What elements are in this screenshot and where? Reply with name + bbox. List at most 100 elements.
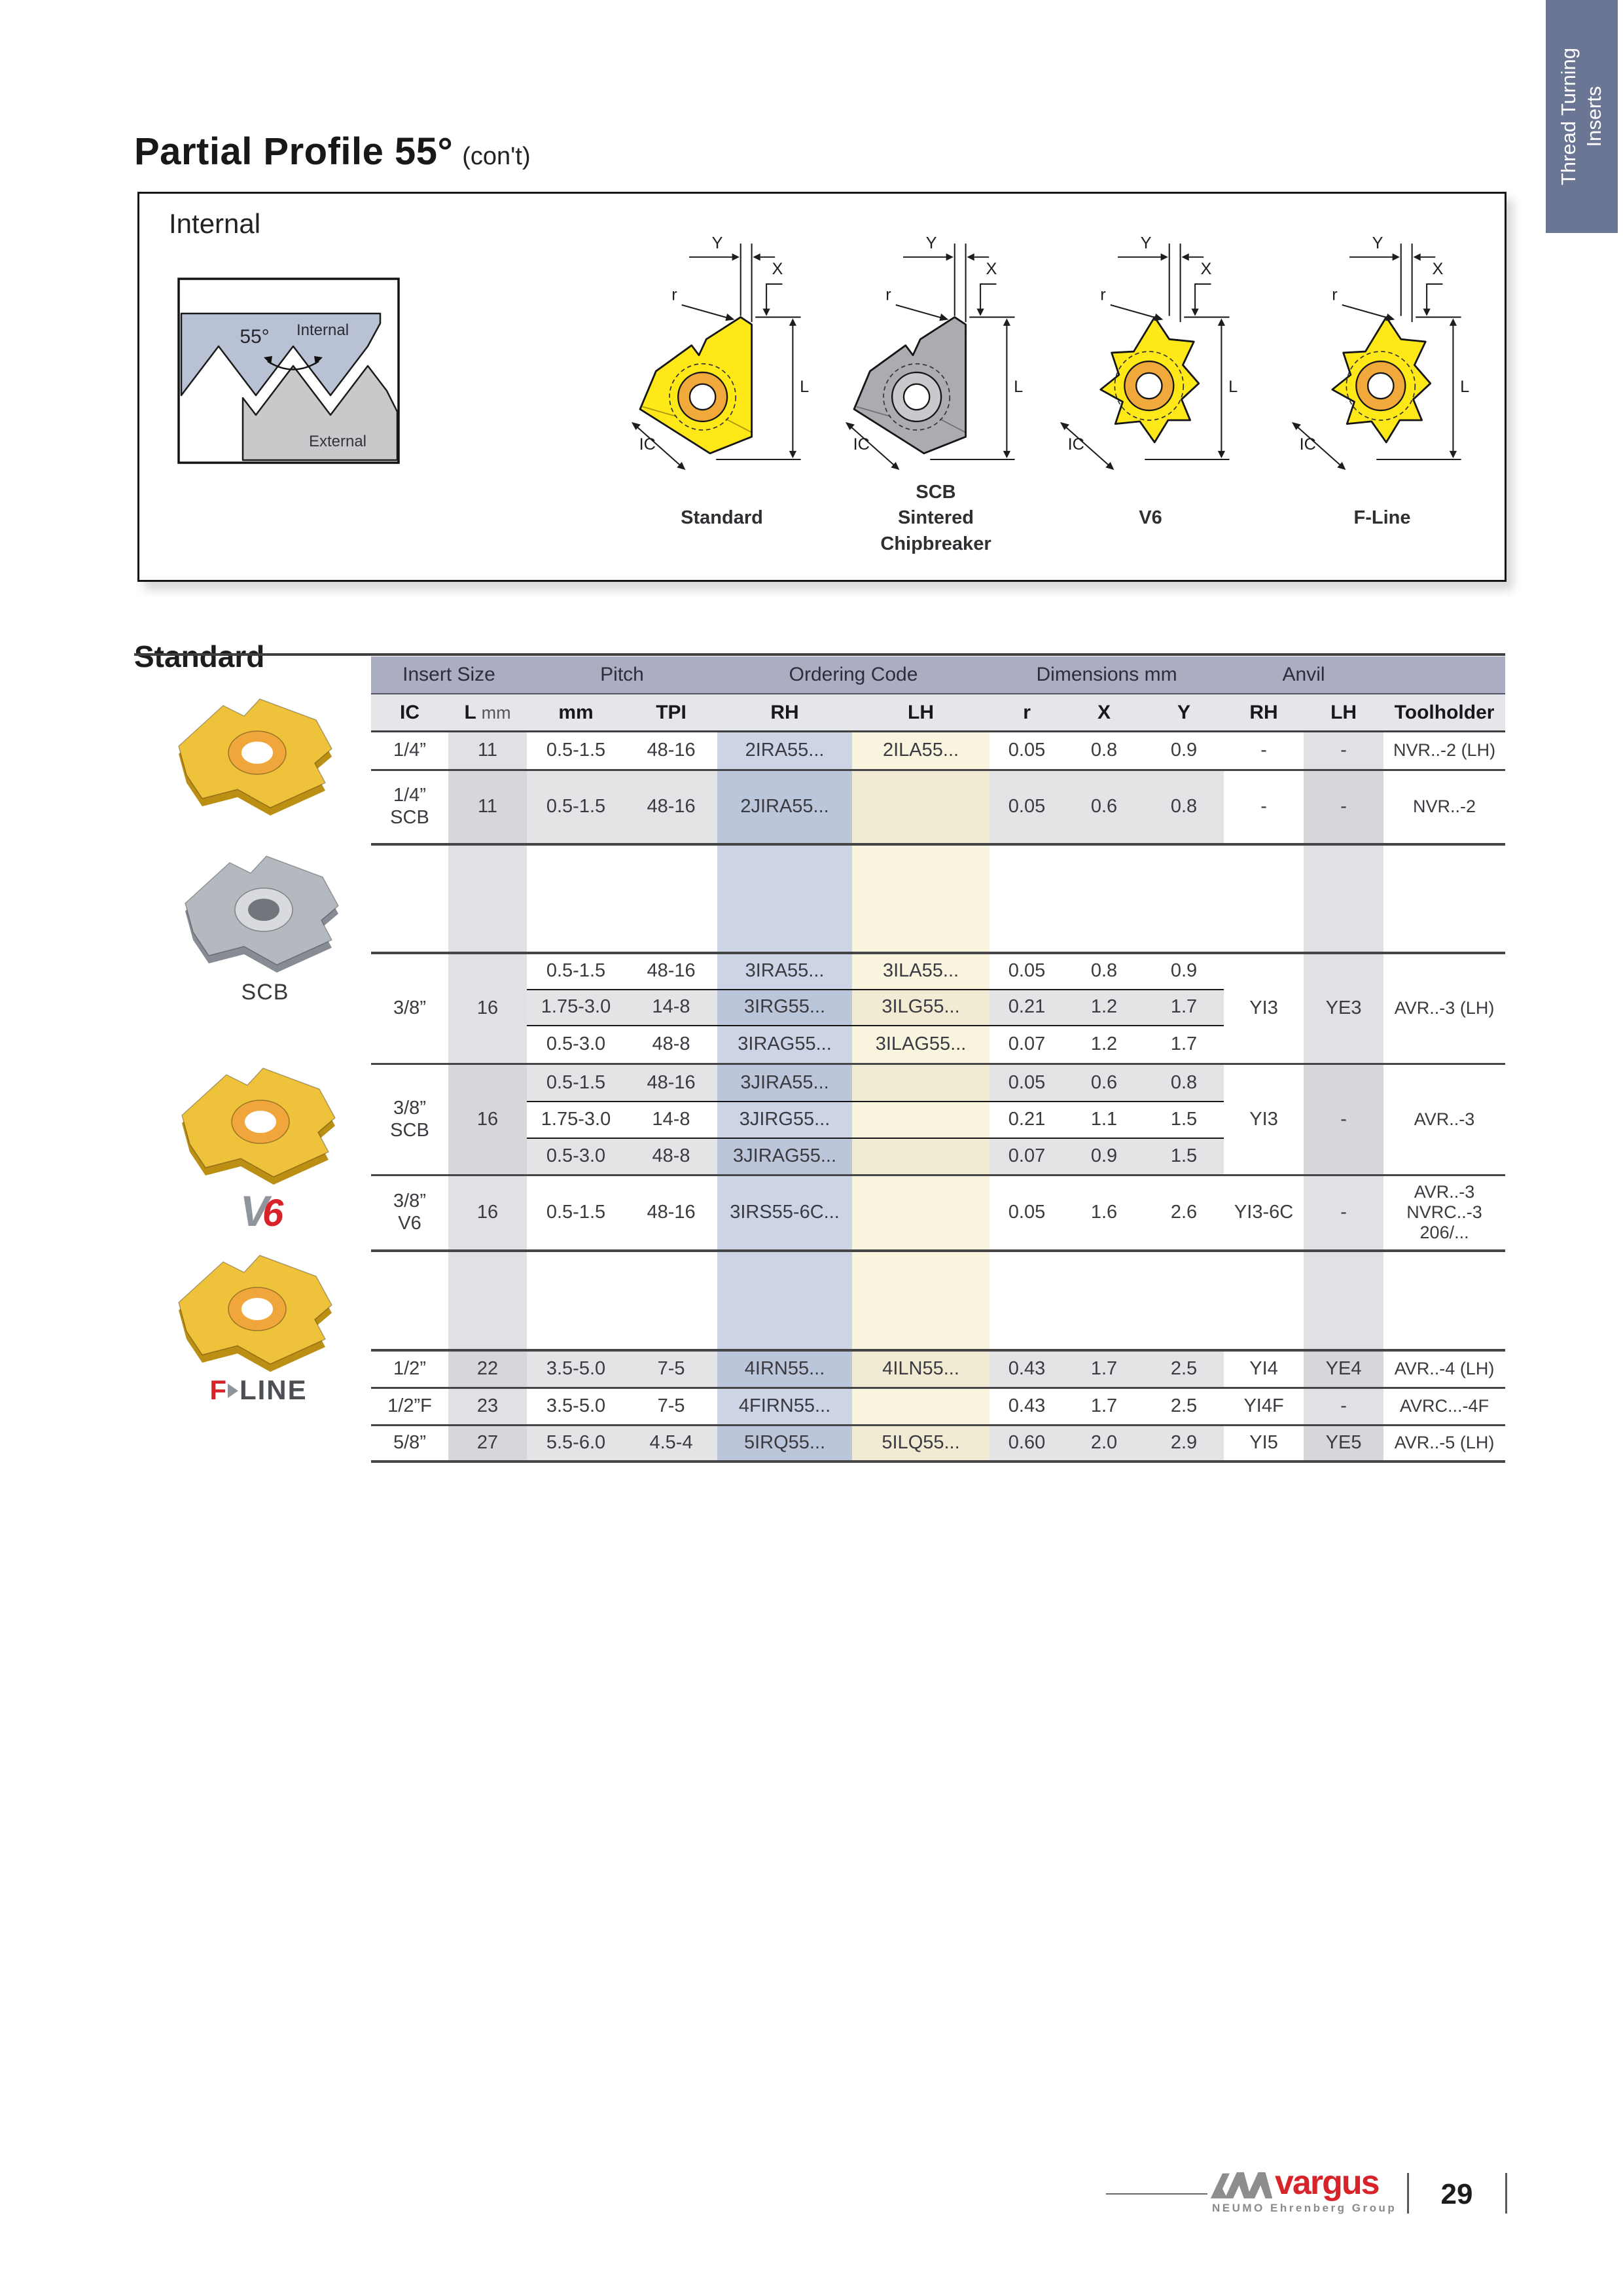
- cell-r: 0.60: [990, 1424, 1065, 1462]
- dim-label-r: r: [1100, 285, 1105, 304]
- dim-label-l: L: [1014, 378, 1023, 396]
- cell-rh: 3IRS55-6C...: [717, 1174, 853, 1251]
- cell-anvil-rh: YI3: [1224, 951, 1304, 1064]
- cell-lh: 5ILQ55...: [852, 1424, 990, 1462]
- column-header: RH: [1224, 694, 1304, 732]
- table-row: 1/2”F 23 3.5-5.0 7-5 4FIRN55... 0.43 1.7 2.5 YI4…: [371, 1387, 1506, 1426]
- column-header: r: [990, 694, 1065, 732]
- dim-label-y: Y: [926, 234, 937, 253]
- cell-tpi: 48-8: [625, 1137, 718, 1175]
- vargus-wordmark: vargus: [1275, 2164, 1380, 2202]
- cell-length: 11: [448, 769, 527, 844]
- cell-r: 0.05: [1008, 740, 1046, 761]
- cell-r: 0.07: [990, 1024, 1065, 1064]
- cell-insert-size: 3/8” V6: [371, 1174, 448, 1251]
- vargus-logo-icon: [1210, 2172, 1273, 2198]
- column-header: Y: [1144, 694, 1224, 732]
- table-gap-row: [371, 842, 1506, 953]
- variant-scb: Y X r L IC SCB Sintered Chipbreaker: [834, 225, 1037, 554]
- footer-divider-left: [1407, 2173, 1409, 2214]
- cell-anvil-lh: YE4: [1304, 1348, 1384, 1388]
- cell-y: 2.5: [1144, 1348, 1224, 1388]
- cell-rh: 3IRG55...: [717, 988, 853, 1026]
- insert-diagram: Y X r L IC: [1291, 234, 1469, 470]
- table-row: 3/8” SCB 16 0.5-1.5 48-16 3JIRA55... 0.05 0.6 0…: [371, 1063, 1506, 1175]
- table-row: 1/4” SCB 11 0.5-1.5 48-16 2JIRA55... 0.05 0.6 0…: [371, 769, 1506, 844]
- product-figure: [160, 686, 357, 820]
- cell-y: 1.5: [1144, 1137, 1224, 1175]
- cell-mm: 1.75-3.0: [527, 988, 626, 1026]
- cell-y: 1.7: [1144, 988, 1224, 1026]
- dim-label-y: Y: [1372, 234, 1383, 253]
- cell-tpi: 48-16: [625, 1063, 718, 1102]
- fline-logo-f: F: [209, 1374, 226, 1405]
- internal-label: Internal: [296, 321, 349, 339]
- cell-r: 0.05: [990, 1063, 1065, 1102]
- table-row: 1/2” 22 3.5-5.0 7-5 4IRN55... 4ILN55... 0.43 1.…: [371, 1348, 1506, 1388]
- cell-anvil-lh: YE5: [1304, 1424, 1384, 1462]
- cell-anvil-rh: YI4: [1224, 1348, 1304, 1388]
- cell-tpi: 48-8: [625, 1024, 718, 1064]
- insert-photo: [178, 1255, 332, 1372]
- cell-mm: 0.5-1.5: [527, 769, 626, 844]
- cell-y: 0.9: [1144, 951, 1224, 990]
- cell-tpi: 48-16: [625, 1174, 718, 1251]
- cell-toolholder: AVR..-3 NVRC..-3 206/...: [1383, 1174, 1506, 1251]
- insert-photo: [185, 855, 339, 973]
- variant-caption: V6: [1139, 507, 1162, 529]
- dim-label-ic: IC: [1300, 435, 1316, 454]
- cell-insert-size: 5/8”: [371, 1424, 448, 1462]
- cell-lh: 4ILN55...: [852, 1348, 990, 1388]
- v6-logo: V6: [164, 1189, 360, 1232]
- cell-anvil-lh: YE3: [1304, 951, 1384, 1064]
- cell-x: 1.7: [1064, 1387, 1145, 1426]
- cell-rh: 2JIRA55...: [717, 769, 853, 844]
- column-header: L mm: [448, 694, 527, 732]
- dim-label-r: r: [671, 285, 677, 304]
- cell-lh: [852, 1100, 990, 1138]
- cell-toolholder: NVR..-2 (LH): [1393, 740, 1496, 761]
- cell-anvil-lh: -: [1304, 1387, 1384, 1426]
- cell-length: 27: [448, 1424, 527, 1462]
- cell-length: 16: [448, 1174, 527, 1251]
- cell-anvil-lh: -: [1304, 1063, 1384, 1175]
- cell-rh: 5IRQ55...: [717, 1424, 853, 1462]
- cell-insert-size: 1/4” SCB: [371, 769, 448, 844]
- table-group-row: Insert Size Pitch Ordering Code Dimensions …: [371, 656, 1506, 694]
- product-figure: V6: [164, 1055, 360, 1232]
- footer-rule: [1106, 2193, 1207, 2195]
- cell-x: 0.6: [1064, 769, 1145, 844]
- insert-photo: [178, 698, 332, 816]
- cell-lh: 3ILA55...: [852, 951, 990, 990]
- fline-logo: F LINE: [160, 1376, 357, 1404]
- table-row: 0.5-3.0 48-8 3JIRAG55... 0.07 0.9 1.5: [371, 1137, 1505, 1175]
- cell-x: 1.2: [1064, 988, 1145, 1026]
- dim-label-x: X: [986, 260, 997, 278]
- cell-y: 0.8: [1144, 769, 1224, 844]
- cell-rh: 3JIRAG55...: [717, 1137, 853, 1175]
- internal-panel: Internal 55° Internal External: [137, 192, 1507, 582]
- dim-label-y: Y: [1141, 234, 1152, 253]
- product-figure: F LINE: [160, 1242, 357, 1404]
- variant-standard: Y X r L IC Standard: [620, 225, 823, 552]
- cell-rh: 4IRN55...: [717, 1348, 853, 1388]
- cell-insert-size: 1/4”: [393, 740, 426, 761]
- cell-anvil-rh: YI3-6C: [1224, 1174, 1304, 1251]
- fline-logo-line: LINE: [239, 1374, 308, 1405]
- tab-line1: Thread Turning: [1557, 47, 1580, 186]
- cell-mm: 0.5-1.5: [527, 951, 626, 990]
- panel-title: Internal: [169, 208, 261, 239]
- external-label: External: [309, 433, 366, 450]
- cell-anvil-lh: -: [1304, 1174, 1384, 1251]
- insert-diagram: Y X r L IC: [631, 234, 809, 470]
- group-header: Pitch: [527, 656, 718, 694]
- table-row: 1.75-3.0 14-8 3IRG55... 3ILG55... 0.21 1.2 1.7: [371, 988, 1505, 1026]
- cell-length: 11: [448, 731, 527, 770]
- table-row: 3/8” V6 16 0.5-1.5 48-16 3IRS55-6C... 0.05 1.6…: [371, 1174, 1506, 1251]
- dim-label-ic: IC: [853, 435, 870, 454]
- column-header: Toolholder: [1383, 694, 1506, 732]
- dim-label-x: X: [1433, 260, 1444, 278]
- cell-mm: 3.5-5.0: [527, 1387, 626, 1426]
- group-header: Dimensions mm: [990, 656, 1224, 694]
- group-header: Anvil: [1224, 656, 1384, 694]
